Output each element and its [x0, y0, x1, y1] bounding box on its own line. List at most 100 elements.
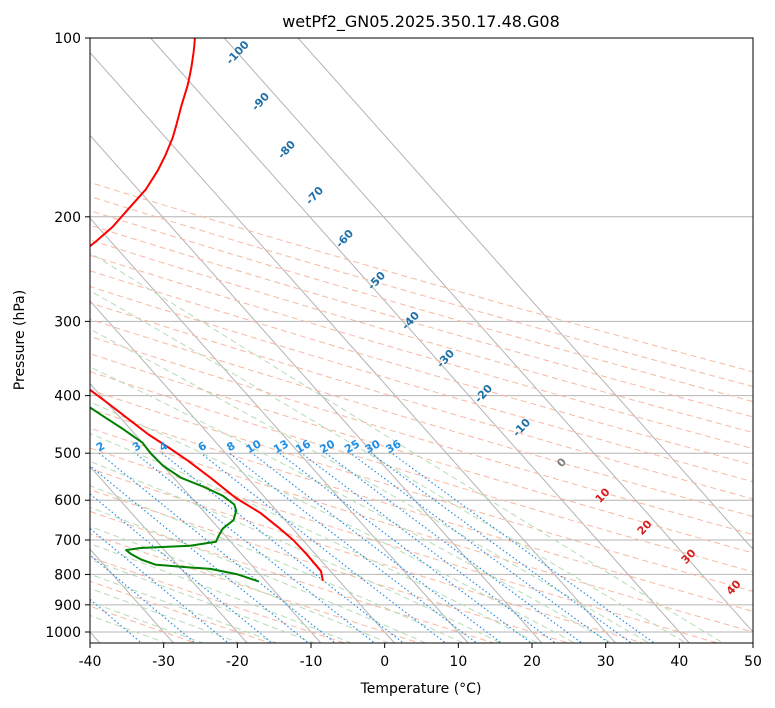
- mixing-ratio-line: [90, 554, 197, 643]
- mixing-ratio-line: [200, 452, 447, 643]
- x-axis-label: Temperature (°C): [360, 681, 482, 697]
- moist-adiabat-line: [90, 485, 465, 643]
- x-tick-label: 50: [744, 654, 762, 670]
- y-tick-label: 400: [54, 389, 81, 405]
- moist-adiabat-label: 10: [593, 485, 613, 505]
- dry-adiabat-line: [90, 254, 753, 450]
- isotherm-line: [90, 51, 617, 643]
- y-tick-label: 600: [54, 493, 81, 509]
- isotherm-line: [223, 38, 753, 633]
- mixing-ratio-label: 0.6: [0, 436, 13, 457]
- mixing-ratio-label: 6: [196, 439, 209, 454]
- dry-adiabat-line: [90, 389, 753, 592]
- y-tick-label: 100: [54, 31, 81, 47]
- moist-adiabat-line: [90, 460, 502, 643]
- mixing-ratio-line: [90, 598, 143, 643]
- dry-adiabat-line: [90, 210, 753, 403]
- isotherm-line: [90, 134, 543, 643]
- isotherm-line: [90, 465, 248, 643]
- dry-adiabat-line: [90, 468, 645, 643]
- x-tick-label: -10: [300, 654, 323, 670]
- isotherm-line: [90, 300, 396, 643]
- temperature-profile-line: [90, 38, 324, 581]
- mixing-ratio-label: 8: [224, 439, 237, 454]
- dry-adiabat-line: [90, 286, 753, 483]
- y-tick-label: 700: [54, 533, 81, 549]
- isotherm-line: [90, 217, 469, 643]
- chart-title: wetPf2_GN05.2025.350.17.48.G08: [282, 12, 560, 32]
- isotherm-line: [90, 382, 322, 643]
- dry-adiabat-label: -70: [303, 184, 326, 208]
- dry-adiabat-line: [90, 533, 421, 643]
- dry-adiabat-line: [90, 371, 753, 573]
- y-tick-label: 300: [54, 314, 81, 330]
- x-tick-label: -40: [79, 654, 102, 670]
- dry-adiabat-label: -30: [434, 347, 457, 371]
- moist-adiabat-label: 0: [554, 455, 569, 470]
- mixing-ratio-line: [90, 493, 273, 643]
- mixing-ratio-line: [350, 452, 610, 643]
- dry-adiabat-line: [90, 408, 753, 612]
- moist-adiabat-line: [90, 366, 613, 643]
- moist-adiabat-line: [90, 601, 205, 643]
- moist-adiabat-label: 30: [679, 546, 699, 566]
- mixing-ratio-line: [370, 452, 633, 643]
- dry-adiabat-label: -50: [365, 269, 388, 293]
- moist-adiabat-line: [90, 290, 687, 643]
- moist-adiabat-line: [90, 432, 539, 643]
- x-tick-label: 20: [523, 654, 541, 670]
- dry-adiabat-line: [90, 556, 347, 643]
- dry-adiabat-line: [90, 224, 753, 418]
- moist-adiabat-line: [90, 252, 724, 643]
- moist-adiabat-line: [90, 506, 427, 643]
- dry-adiabat-line: [90, 353, 753, 554]
- moist-adiabat-line: [90, 328, 650, 643]
- mixing-ratio-line: [279, 452, 533, 643]
- mixing-ratio-label: 2: [94, 439, 107, 454]
- dry-adiabat-line: [90, 318, 753, 518]
- dry-adiabat-label: -80: [275, 138, 298, 162]
- x-tick-label: -30: [152, 654, 175, 670]
- moist-adiabat-line: [90, 573, 279, 643]
- dry-adiabat-line: [90, 195, 753, 388]
- dry-adiabat-label: -90: [249, 90, 272, 114]
- mixing-ratio-label: 1: [35, 439, 48, 454]
- dry-adiabat-line: [90, 302, 753, 500]
- mixing-ratio-line: [98, 452, 337, 643]
- x-tick-label: 40: [670, 654, 688, 670]
- isotherm-line: [297, 38, 753, 550]
- moist-adiabat-line: [90, 525, 390, 643]
- dry-adiabat-line: [90, 270, 753, 466]
- x-tick-label: 30: [597, 654, 615, 670]
- y-tick-label: 200: [54, 210, 81, 226]
- y-tick-label: 900: [54, 598, 81, 614]
- mixing-ratio-line: [135, 452, 376, 643]
- isotherm-line: [150, 38, 690, 643]
- dewpoint-profile-line: [90, 406, 259, 583]
- mixing-ratio-line: [391, 452, 656, 643]
- x-tick-label: 0: [380, 654, 389, 670]
- plot-frame: [89, 37, 754, 644]
- dry-adiabat-line: [90, 335, 753, 536]
- dry-adiabat-label: -20: [472, 382, 495, 406]
- dry-adiabat-line: [90, 181, 753, 373]
- dry-adiabat-line: [90, 489, 571, 643]
- y-tick-label: 800: [54, 567, 81, 583]
- mixing-ratio-line: [90, 641, 93, 643]
- dry-adiabat-line: [90, 447, 720, 643]
- x-tick-label: 10: [449, 654, 467, 670]
- moist-adiabat-label: 40: [724, 577, 744, 597]
- moist-adiabat-line: [90, 543, 353, 643]
- moist-adiabat-line: [90, 587, 242, 643]
- mixing-ratio-line: [325, 452, 583, 643]
- mixing-ratio-line: [161, 452, 405, 643]
- y-tick-label: 500: [54, 446, 81, 462]
- mixing-ratio-line: [301, 452, 557, 643]
- dry-adiabat-line: [90, 239, 753, 434]
- dry-adiabat-line: [90, 427, 753, 633]
- dry-adiabat-label: -40: [399, 309, 422, 333]
- mixing-ratio-line: [90, 527, 230, 643]
- dry-adiabat-line: [90, 580, 272, 643]
- x-tick-label: -20: [226, 654, 249, 670]
